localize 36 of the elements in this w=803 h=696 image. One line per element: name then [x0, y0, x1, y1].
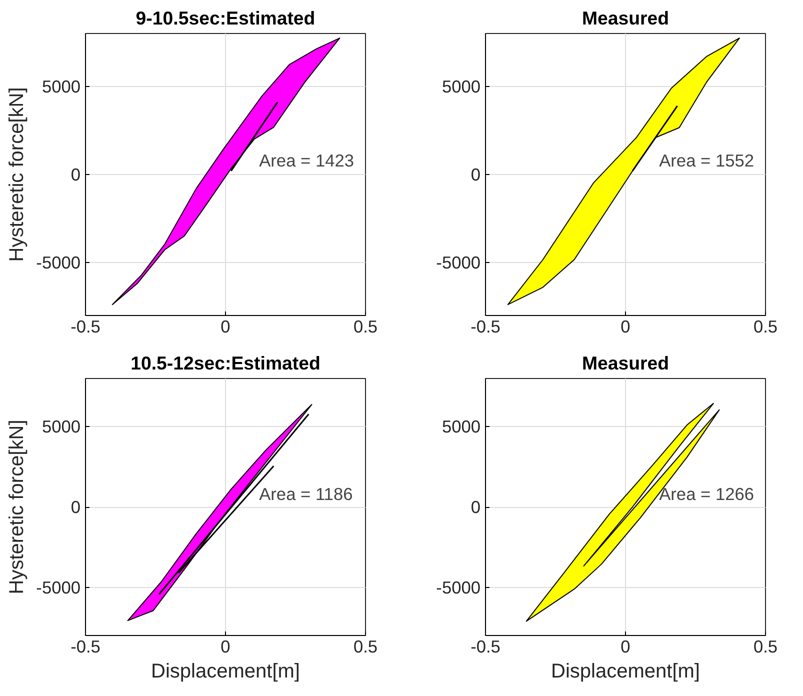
y-tick-label: -5000: [36, 252, 81, 273]
x-tick-label: -0.5: [70, 636, 100, 656]
x-tick-label: 0.5: [353, 636, 378, 656]
y-axis-title: Hysteretic force[kN]: [6, 420, 28, 594]
annotation: Area = 1552: [659, 150, 754, 170]
x-axis-title: Displacement[m]: [551, 660, 700, 682]
y-tick-label: 5000: [42, 416, 81, 437]
chart-title: Measured: [582, 352, 670, 374]
chart-title: 9-10.5sec:Estimated: [136, 8, 316, 28]
x-axis-title: Displacement[m]: [151, 660, 300, 682]
y-tick-label: 0: [470, 497, 481, 517]
y-tick-label: -5000: [436, 577, 481, 598]
y-tick-label: 5000: [442, 76, 481, 96]
x-tick-label: 0.5: [753, 316, 778, 336]
y-tick-label: 0: [470, 164, 481, 184]
y-axis-title: Hysteretic force[kN]: [6, 87, 28, 262]
x-tick-label: 0: [620, 316, 630, 336]
x-tick-label: -0.5: [470, 636, 500, 656]
x-tick-label: 0: [620, 636, 630, 656]
x-tick-label: 0.5: [753, 636, 778, 656]
x-tick-label: 0: [220, 316, 230, 336]
chart-title: 10.5-12sec:Estimated: [130, 352, 320, 374]
x-tick-label: -0.5: [470, 316, 500, 336]
x-tick-label: -0.5: [70, 316, 100, 336]
annotation: Area = 1186: [259, 484, 353, 504]
y-tick-label: 5000: [42, 76, 81, 96]
y-tick-label: -5000: [36, 577, 81, 598]
annotation: Area = 1266: [659, 484, 754, 504]
y-tick-label: -5000: [436, 252, 481, 273]
x-tick-label: 0: [220, 636, 230, 656]
annotation: Area = 1423: [259, 150, 354, 170]
y-tick-label: 0: [70, 497, 81, 517]
y-tick-label: 0: [70, 164, 81, 184]
x-tick-label: 0.5: [353, 316, 378, 336]
chart-title: Measured: [582, 8, 670, 28]
y-tick-label: 5000: [442, 416, 481, 437]
